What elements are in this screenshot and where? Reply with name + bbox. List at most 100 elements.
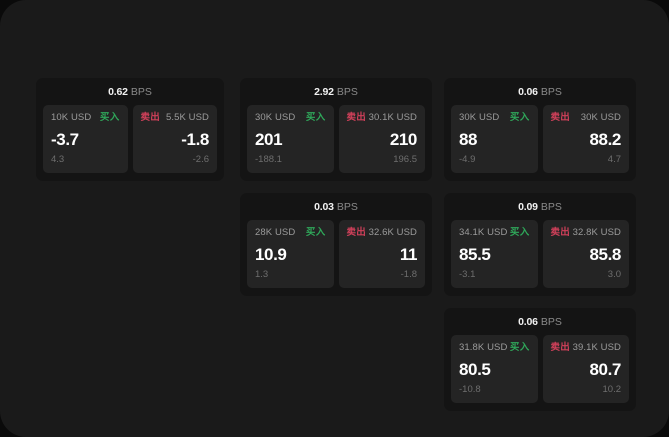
buy-header: 30K USD 买入 [255,112,326,124]
card-header: 0.03 BPS [247,200,425,220]
sell-panel[interactable]: 卖出 30K USD 88.2 4.7 [542,105,629,173]
sell-delta: 4.7 [607,154,621,165]
buy-panel[interactable]: 10K USD 买入 -3.7 4.3 [43,105,128,173]
buy-header: 34.1K USD 买入 [459,227,530,239]
bps-unit-label: BPS [130,86,152,98]
buy-tag: 买入 [305,227,326,238]
sell-price: 85.8 [589,245,622,264]
buy-tag: 买入 [99,112,120,123]
buy-delta: 1.3 [255,269,269,280]
sides-row: 28K USD 买入 10.9 1.3 卖出 32.6K USD 11 -1.8 [247,220,425,288]
spread-card-2: 2.92 BPS 30K USD 买入 201 -188.1 卖出 30.1K USD 210 1… [240,78,432,181]
buy-price: 88 [459,130,478,149]
sell-header: 卖出 39.1K USD [551,342,622,354]
spread-card-1: 0.62 BPS 10K USD 买入 -3.7 4.3 卖出 5.5K USD -1.8 -2.… [36,78,224,181]
card-header: 0.62 BPS [43,85,217,105]
buy-panel[interactable]: 30K USD 买入 88 -4.9 [451,105,538,173]
bps-value: 0.06 [518,316,538,328]
card-header: 0.06 BPS [451,315,629,335]
sell-quantity: 32.8K USD [572,227,621,238]
buy-price: 201 [255,130,283,149]
bps-value: 0.09 [518,201,538,213]
buy-tag: 买入 [509,227,530,238]
buy-quantity: 30K USD [459,112,500,123]
sell-panel[interactable]: 卖出 39.1K USD 80.7 10.2 [542,335,629,403]
sell-tag: 卖出 [346,112,367,123]
buy-header: 31.8K USD 买入 [459,342,530,354]
buy-panel[interactable]: 31.8K USD 买入 80.5 -10.8 [451,335,538,403]
column-1: 0.62 BPS 10K USD 买入 -3.7 4.3 卖出 5.5K USD -1.8 -2.… [36,78,224,411]
buy-header: 10K USD 买入 [51,112,120,124]
card-header: 0.09 BPS [451,200,629,220]
buy-quantity: 10K USD [51,112,92,123]
buy-tag: 买入 [509,112,530,123]
sides-row: 30K USD 买入 88 -4.9 卖出 30K USD 88.2 4.7 [451,105,629,173]
buy-panel[interactable]: 30K USD 买入 201 -188.1 [247,105,334,173]
bps-unit-label: BPS [336,86,358,98]
buy-panel[interactable]: 28K USD 买入 10.9 1.3 [247,220,334,288]
sell-header: 卖出 30K USD [551,112,622,124]
spread-card-4: 0.06 BPS 30K USD 买入 88 -4.9 卖出 30K USD 88.2 4.7 [444,78,636,181]
card-header: 2.92 BPS [247,85,425,105]
sell-price: 80.7 [589,360,622,379]
bps-value: 0.03 [314,201,334,213]
buy-header: 28K USD 买入 [255,227,326,239]
buy-delta: 4.3 [51,154,65,165]
sell-delta: 10.2 [602,384,622,395]
spread-card-6: 0.06 BPS 31.8K USD 买入 80.5 -10.8 卖出 39.1K USD 80… [444,308,636,411]
sell-price: 210 [389,130,418,149]
sell-panel[interactable]: 卖出 32.8K USD 85.8 3.0 [542,220,629,288]
buy-price: 10.9 [255,245,287,264]
sell-quantity: 30.1K USD [368,112,417,123]
sell-delta: 3.0 [607,269,621,280]
sell-header: 卖出 30.1K USD [347,112,418,124]
sell-tag: 卖出 [346,227,367,238]
sell-header: 卖出 32.6K USD [347,227,418,239]
bps-value: 0.62 [108,86,128,98]
column-2: 2.92 BPS 30K USD 买入 201 -188.1 卖出 30.1K USD 210 1… [240,78,432,411]
sell-header: 卖出 32.8K USD [551,227,622,239]
bps-unit-label: BPS [540,201,562,213]
spread-card-grid: 0.62 BPS 10K USD 买入 -3.7 4.3 卖出 5.5K USD -1.8 -2.… [36,78,636,411]
buy-quantity: 30K USD [255,112,296,123]
buy-price: -3.7 [51,130,79,149]
sell-tag: 卖出 [550,112,571,123]
buy-panel[interactable]: 34.1K USD 买入 85.5 -3.1 [451,220,538,288]
sides-row: 30K USD 买入 201 -188.1 卖出 30.1K USD 210 196.5 [247,105,425,173]
sell-quantity: 5.5K USD [165,112,209,123]
column-gap-2 [432,78,444,411]
sell-delta: 196.5 [393,154,417,165]
sell-delta: -1.8 [400,269,417,280]
sell-price: 88.2 [589,130,622,149]
sides-row: 31.8K USD 买入 80.5 -10.8 卖出 39.1K USD 80.7 10.2 [451,335,629,403]
bps-unit-label: BPS [540,86,562,98]
buy-quantity: 31.8K USD [459,342,508,353]
bps-unit-label: BPS [540,316,562,328]
sell-price: -1.8 [181,130,209,149]
sell-quantity: 32.6K USD [368,227,417,238]
spread-card-3: 0.03 BPS 28K USD 买入 10.9 1.3 卖出 32.6K USD 11 -1.8 [240,193,432,296]
sides-row: 34.1K USD 买入 85.5 -3.1 卖出 32.8K USD 85.8 3.0 [451,220,629,288]
sell-tag: 卖出 [550,342,571,353]
sell-delta: -2.6 [192,154,209,165]
buy-delta: -10.8 [459,384,481,395]
buy-price: 80.5 [459,360,491,379]
buy-header: 30K USD 买入 [459,112,530,124]
sell-panel[interactable]: 卖出 30.1K USD 210 196.5 [338,105,425,173]
buy-quantity: 34.1K USD [459,227,508,238]
spread-card-5: 0.09 BPS 34.1K USD 买入 85.5 -3.1 卖出 32.8K USD 85.… [444,193,636,296]
sell-tag: 卖出 [550,227,571,238]
buy-price: 85.5 [459,245,491,264]
bps-value: 2.92 [314,86,334,98]
sell-price: 11 [399,245,418,264]
card-header: 0.06 BPS [451,85,629,105]
buy-quantity: 28K USD [255,227,296,238]
column-gap-1 [224,78,240,411]
buy-tag: 买入 [305,112,326,123]
sell-panel[interactable]: 卖出 32.6K USD 11 -1.8 [338,220,425,288]
sides-row: 10K USD 买入 -3.7 4.3 卖出 5.5K USD -1.8 -2.6 [43,105,217,173]
sell-panel[interactable]: 卖出 5.5K USD -1.8 -2.6 [132,105,217,173]
sell-header: 卖出 5.5K USD [141,112,210,124]
buy-tag: 买入 [509,342,530,353]
buy-delta: -4.9 [459,154,476,165]
